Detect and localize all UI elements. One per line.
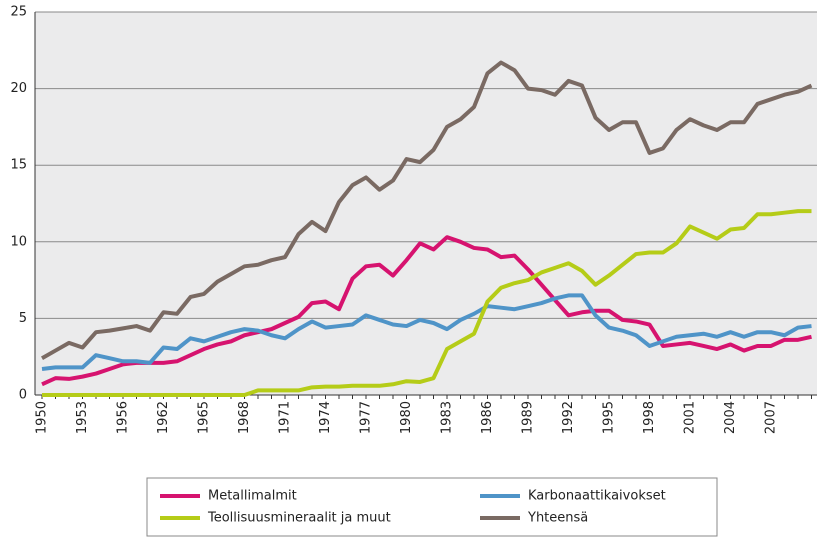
x-tick-label: 1989: [521, 401, 536, 434]
x-tick-label: 1986: [480, 401, 495, 434]
legend-label: Metallimalmit: [208, 489, 297, 504]
y-tick-label: 10: [10, 234, 27, 249]
series-line: [41, 293, 812, 371]
series-line: [42, 209, 812, 397]
x-tick-label: 1980: [399, 401, 414, 434]
plot-background: [35, 12, 817, 395]
x-tick-label: 1995: [602, 401, 617, 434]
x-tick-label: 1968: [237, 401, 252, 434]
y-tick-label: 5: [19, 311, 27, 326]
x-tick-label: 1977: [359, 401, 374, 434]
x-tick-label: 1983: [440, 401, 455, 434]
x-tick-label: 2004: [723, 401, 738, 434]
y-tick-label: 15: [10, 158, 27, 173]
x-tick-label: 1992: [561, 401, 576, 434]
x-tick-label: 1998: [642, 401, 657, 434]
x-tick-label: 1974: [318, 401, 333, 434]
x-tick-label: 2007: [764, 401, 779, 434]
legend-label: Karbonaattikaivokset: [528, 489, 666, 504]
legend-box: [146, 477, 718, 537]
x-tick-label: 1965: [197, 401, 212, 434]
x-tick-label: 1956: [116, 401, 131, 434]
x-tick-label: 1971: [278, 401, 293, 434]
legend-label: Teollisuusmineraalit ja muut: [207, 511, 391, 526]
series-line: [41, 60, 813, 360]
x-tick-label: 1962: [156, 401, 171, 434]
x-tick-label: 1950: [35, 401, 50, 434]
legend-label: Yhteensä: [527, 511, 588, 526]
y-tick-label: 20: [10, 81, 27, 96]
y-tick-label: 25: [10, 5, 27, 20]
x-tick-label: 2001: [683, 401, 698, 434]
y-tick-label: 0: [19, 388, 27, 403]
x-tick-label: 1953: [75, 401, 90, 434]
series-line: [41, 235, 812, 387]
